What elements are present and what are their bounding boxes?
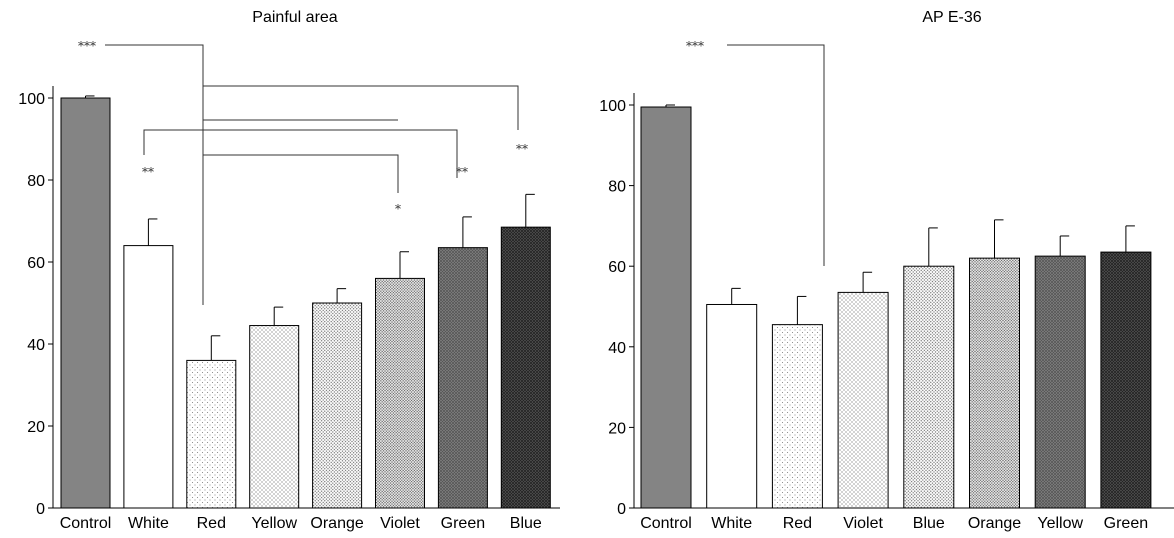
x-tick-label: Red [783,515,812,532]
x-tick-label: Green [1104,515,1148,532]
chart-title: AP E-36 [922,9,981,26]
bar-orange [969,257,1020,509]
significance-marker: ** [142,165,154,179]
chart-ap-e36: AP E-36 0 20 40 60 80 100 Control White Red Violet… [599,9,1174,532]
bar-white [706,303,758,509]
y-tick-label: 0 [617,501,626,518]
y-tick-label: 0 [36,501,45,518]
chart-title: Painful area [252,9,337,26]
bracket-line [143,129,458,178]
x-tick-label: Control [60,515,112,532]
bar-blue [903,265,955,509]
bar-green [437,247,488,509]
x-tick-label: Violet [843,515,883,532]
significance-marker: *** [78,39,96,53]
bracket-line [727,44,825,266]
significance-marker: ** [516,142,528,156]
y-tick-label: 60 [27,255,45,272]
bar-control [60,97,111,509]
x-tick-label: Blue [913,515,945,532]
x-tick-label: Yellow [251,515,297,532]
chart-painful-area: Painful area 0 20 40 60 80 100 Control White Red Y… [18,9,560,532]
bar-blue [500,226,551,509]
significance-marker: ** [456,165,468,179]
x-tick-label: White [128,515,169,532]
x-tick-label: Yellow [1037,515,1083,532]
y-tick-label: 80 [608,179,626,196]
significance-marker: * [395,202,401,216]
bar-red [186,359,237,509]
x-tick-label: Control [640,515,692,532]
x-tick-label: White [711,515,752,532]
y-tick-label: 60 [608,259,626,276]
bar-white [123,245,174,509]
y-tick-label: 80 [27,173,45,190]
bar-red [771,324,823,509]
x-tick-label: Red [197,515,226,532]
bar-yellow [1034,255,1086,509]
y-tick-label: 20 [608,420,626,437]
y-tick-label: 100 [599,98,626,115]
x-tick-label: Violet [380,515,420,532]
y-tick-label: 40 [608,340,626,357]
significance-marker: *** [686,39,704,53]
bar-violet [837,291,889,509]
y-tick-label: 20 [27,419,45,436]
bar-green [1100,251,1152,509]
bar-violet [375,277,425,509]
x-tick-label: Green [441,515,485,532]
bar-orange [312,302,363,509]
x-tick-label: Blue [510,515,542,532]
y-tick-label: 40 [27,337,45,354]
x-tick-label: Orange [968,515,1021,532]
bracket-line [203,154,399,193]
bracket-line [203,85,519,130]
bar-control [640,106,692,509]
bar-yellow [249,325,300,509]
significance-brackets [727,44,825,266]
y-tick-label: 100 [18,91,45,108]
x-tick-label: Orange [310,515,363,532]
significance-brackets [105,44,519,305]
